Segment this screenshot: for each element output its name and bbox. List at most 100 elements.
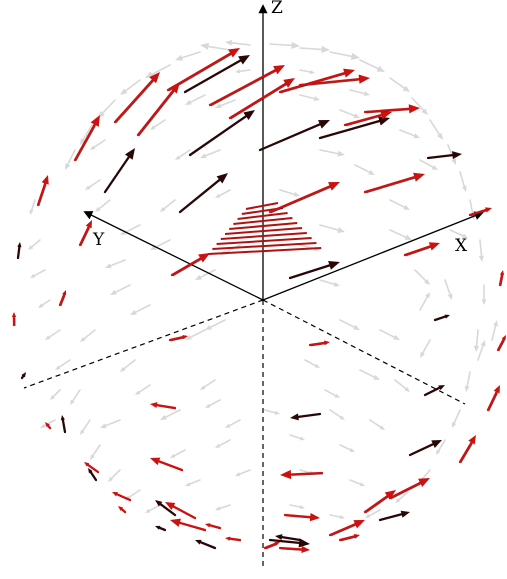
field-arrow-light [65, 149, 76, 170]
field-arrow-light [491, 320, 498, 341]
field-arrow-light [464, 371, 471, 392]
field-arrow-light [399, 129, 420, 139]
field-arrow-red [308, 340, 330, 347]
field-arrow-light [339, 444, 355, 452]
field-arrow-light [45, 329, 61, 340]
field-arrow-light [100, 419, 121, 429]
field-arrow-light [419, 159, 438, 170]
field-arrow-light [354, 164, 375, 175]
field-arrow-light [319, 279, 340, 287]
y-axis [83, 211, 264, 301]
field-arrow-red [225, 536, 242, 542]
field-arrow-light [215, 99, 236, 109]
plane-hatch-line [229, 222, 298, 230]
field-arrow-light [170, 449, 186, 458]
field-arrow-light [225, 39, 251, 46]
field-arrow-red [165, 502, 197, 520]
field-arrow-red [155, 500, 177, 517]
field-arrow-light [160, 409, 181, 420]
field-arrow-red [228, 78, 295, 120]
field-arrow-red [170, 253, 210, 277]
field-arrow-red [403, 242, 440, 257]
field-arrow-light [195, 269, 216, 280]
field-arrow-light [279, 189, 300, 197]
field-arrow-light [235, 69, 251, 74]
field-arrow-light [289, 434, 305, 441]
field-arrow-red [78, 220, 92, 247]
field-arrow-light [394, 379, 410, 392]
field-arrow-red [433, 314, 450, 322]
field-arrow-light [419, 292, 430, 311]
x-axis [262, 211, 484, 301]
y-axis-negative [262, 299, 466, 405]
field-arrow-light [429, 119, 443, 140]
field-arrow-light [200, 42, 231, 51]
field-arrow-light [120, 359, 136, 372]
field-arrow-light [120, 79, 141, 95]
field-arrow-light [319, 149, 345, 157]
field-arrow-light [359, 369, 380, 380]
field-arrow-red [103, 148, 135, 194]
field-arrow-light [477, 340, 486, 361]
z-axis-label: Z [271, 0, 283, 18]
field-arrow-light [444, 279, 453, 300]
field-arrow-red [208, 65, 285, 107]
field-arrow-red [468, 207, 492, 217]
field-arrow-red [290, 412, 322, 421]
plane-hatch-line [212, 242, 317, 250]
field-arrow-light [359, 59, 385, 72]
field-arrow-light [215, 189, 231, 198]
field-arrow-light [389, 229, 412, 240]
field-arrow-red [36, 175, 49, 207]
field-arrow-light [70, 389, 81, 405]
field-arrow-red [188, 110, 255, 157]
field-arrow-light [481, 284, 487, 305]
field-arrow-red [155, 525, 167, 532]
field-arrow-light [90, 139, 106, 150]
red-arrows [11, 48, 506, 553]
plane-hatch-line [208, 247, 322, 255]
field-arrow-red [84, 462, 100, 474]
field-arrow-light [264, 409, 280, 415]
field-arrow-light [369, 419, 385, 430]
field-arrow-light [205, 399, 221, 408]
x-axis-label: X [455, 236, 468, 256]
field-arrow-light [28, 239, 41, 250]
field-arrow-red [58, 290, 67, 307]
field-arrow-red [458, 435, 476, 464]
field-arrow-light [108, 469, 121, 482]
field-arrow-light [365, 509, 381, 518]
field-arrow-light [130, 304, 151, 315]
field-arrow-light [289, 504, 305, 510]
field-arrow-red [378, 510, 410, 522]
field-arrow-light [200, 379, 216, 390]
field-arrow-light [329, 409, 345, 420]
field-arrow-red [183, 55, 250, 94]
field-arrow-red [263, 541, 280, 550]
field-arrow-light [150, 239, 171, 250]
field-arrow-red [150, 457, 184, 472]
field-arrow-red [178, 173, 228, 214]
field-arrow-light [110, 284, 131, 295]
field-arrow-red [363, 172, 425, 194]
field-arrow-red [268, 182, 340, 214]
field-arrow-red [288, 260, 340, 280]
field-arrow-light [200, 149, 221, 159]
field-arrow-light [436, 439, 446, 455]
field-arrow-red [278, 545, 310, 553]
plane-hatch-line [237, 212, 288, 220]
field-arrow-light [395, 491, 409, 503]
field-arrow-light [235, 469, 251, 477]
field-arrow-red [16, 242, 22, 260]
field-arrow-red [423, 385, 445, 397]
field-arrow-light [304, 359, 320, 368]
field-arrow-red [280, 469, 324, 480]
field-arrow-red [20, 372, 26, 380]
field-arrow-red [298, 74, 370, 87]
field-arrow-light [225, 419, 241, 428]
y-axis-label: Y [92, 230, 105, 250]
field-arrow-red [195, 539, 217, 550]
field-arrow-red [205, 523, 222, 530]
